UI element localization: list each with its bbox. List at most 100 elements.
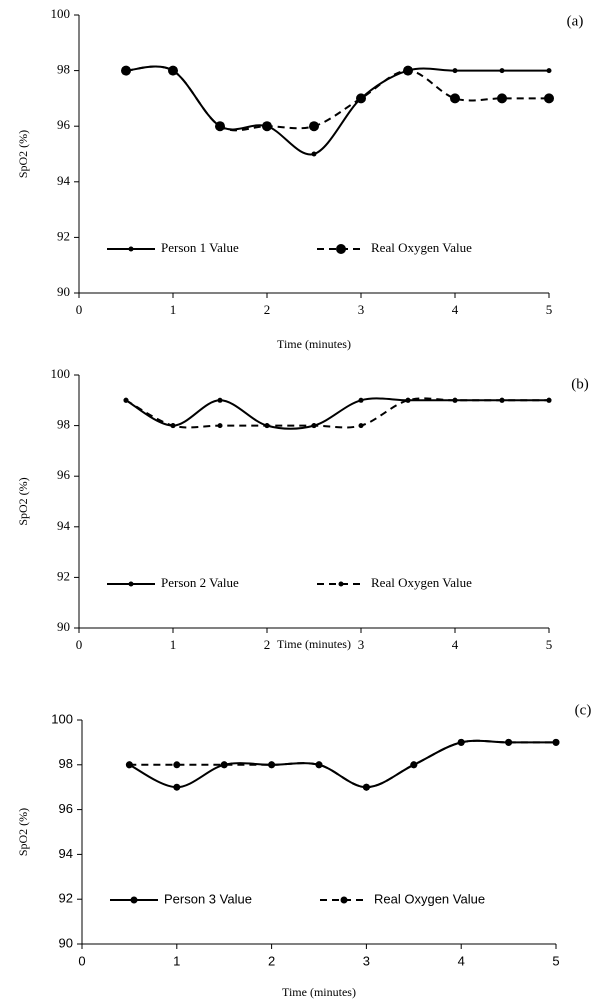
x-tick-label: 2: [268, 953, 275, 968]
data-point: [362, 783, 370, 791]
panel-label: (b): [571, 376, 589, 392]
y-tick-label: 98: [57, 417, 70, 432]
series-line: [125, 65, 549, 132]
data-point: [358, 397, 364, 403]
legend-marker: [340, 896, 348, 904]
y-tick-label: 92: [59, 891, 73, 906]
y-tick-label: 98: [59, 756, 73, 771]
subplot: 90 92 94 96 98 100 0 1 2 3 4 5 Time (minutes) SpO2 (%…: [16, 6, 584, 351]
data-point: [497, 93, 507, 104]
data-point: [264, 423, 270, 429]
data-point: [123, 397, 129, 403]
y-tick-label: 92: [57, 568, 70, 583]
data-point: [220, 761, 228, 769]
data-point: [546, 68, 552, 74]
y-tick-label: 96: [57, 467, 71, 482]
series-line: [125, 397, 549, 429]
x-tick-label: 3: [358, 637, 365, 652]
x-tick-label: 0: [76, 302, 83, 317]
panel-label: (c): [575, 702, 592, 718]
x-tick-label: 5: [546, 302, 553, 317]
x-tick-label: 0: [76, 637, 83, 652]
y-tick-label: 94: [57, 173, 71, 188]
x-tick-label: 4: [458, 953, 465, 968]
data-point: [403, 65, 413, 76]
y-tick-label: 92: [57, 228, 70, 243]
data-point: [121, 65, 131, 76]
x-tick-label: 1: [170, 637, 177, 652]
data-point: [405, 397, 411, 403]
y-tick-label: 100: [51, 6, 71, 21]
legend-label: Real Oxygen Value: [371, 240, 472, 255]
data-point: [457, 738, 465, 746]
legend-marker: [128, 581, 134, 587]
data-point: [544, 93, 554, 104]
data-point: [452, 68, 458, 74]
data-point: [505, 738, 513, 746]
legend-label: Real Oxygen Value: [374, 891, 485, 906]
data-point: [499, 397, 505, 403]
legend-label: Person 3 Value: [164, 891, 252, 906]
legend-marker: [128, 246, 134, 252]
legend-marker: [336, 244, 346, 254]
series-line: [129, 739, 556, 789]
data-point: [499, 68, 505, 74]
legend-label: Real Oxygen Value: [371, 575, 472, 590]
y-axis-title: SpO2 (%): [16, 477, 30, 525]
x-tick-label: 2: [264, 302, 271, 317]
data-point: [217, 397, 223, 403]
x-axis-title: Time (minutes): [277, 637, 351, 651]
data-point: [168, 65, 178, 76]
series-line: [125, 65, 549, 156]
data-point: [452, 397, 458, 403]
legend-marker: [338, 581, 344, 587]
y-tick-label: 94: [57, 518, 71, 533]
x-tick-label: 5: [546, 637, 553, 652]
x-tick-label: 4: [452, 637, 459, 652]
x-tick-label: 0: [78, 953, 85, 968]
data-point: [173, 761, 181, 769]
x-tick-label: 5: [552, 953, 559, 968]
y-tick-label: 90: [57, 619, 70, 634]
data-point: [215, 121, 225, 132]
subplot: 90 92 94 96 98 100 0 1 2 3 4 5 Time (minutes) SpO2 (%…: [16, 366, 589, 652]
x-tick-label: 2: [264, 637, 271, 652]
y-tick-label: 96: [59, 801, 73, 816]
data-point: [268, 761, 276, 769]
x-tick-label: 1: [170, 302, 177, 317]
data-point: [450, 93, 460, 104]
x-tick-label: 3: [363, 953, 370, 968]
data-point: [125, 761, 133, 769]
subplot: 90 92 94 96 98 100 0 1 2 3 4 5 Time (minutes) SpO2 (%…: [16, 702, 592, 998]
x-tick-label: 1: [173, 953, 180, 968]
x-axis-title: Time (minutes): [282, 985, 356, 999]
series-line: [125, 397, 549, 430]
data-point: [410, 761, 418, 769]
data-point: [170, 423, 176, 429]
x-tick-label: 3: [358, 302, 365, 317]
legend-marker: [130, 896, 138, 904]
legend-label: Person 1 Value: [161, 240, 239, 255]
y-tick-label: 96: [57, 117, 71, 132]
data-point: [173, 783, 181, 791]
data-point: [311, 151, 317, 157]
y-tick-label: 98: [57, 62, 70, 77]
y-tick-label: 94: [59, 846, 73, 861]
y-axis-title: SpO2 (%): [16, 130, 30, 178]
y-tick-label: 90: [59, 935, 73, 950]
data-point: [546, 397, 552, 403]
data-point: [315, 761, 323, 769]
data-point: [356, 93, 366, 104]
data-point: [311, 423, 317, 429]
y-axis-title: SpO2 (%): [16, 808, 30, 856]
data-point: [358, 423, 364, 429]
x-tick-label: 4: [452, 302, 459, 317]
data-point: [262, 121, 272, 132]
data-point: [552, 738, 560, 746]
x-axis-title: Time (minutes): [277, 337, 351, 351]
data-point: [309, 121, 319, 132]
y-tick-label: 100: [51, 711, 73, 726]
legend-label: Person 2 Value: [161, 575, 239, 590]
